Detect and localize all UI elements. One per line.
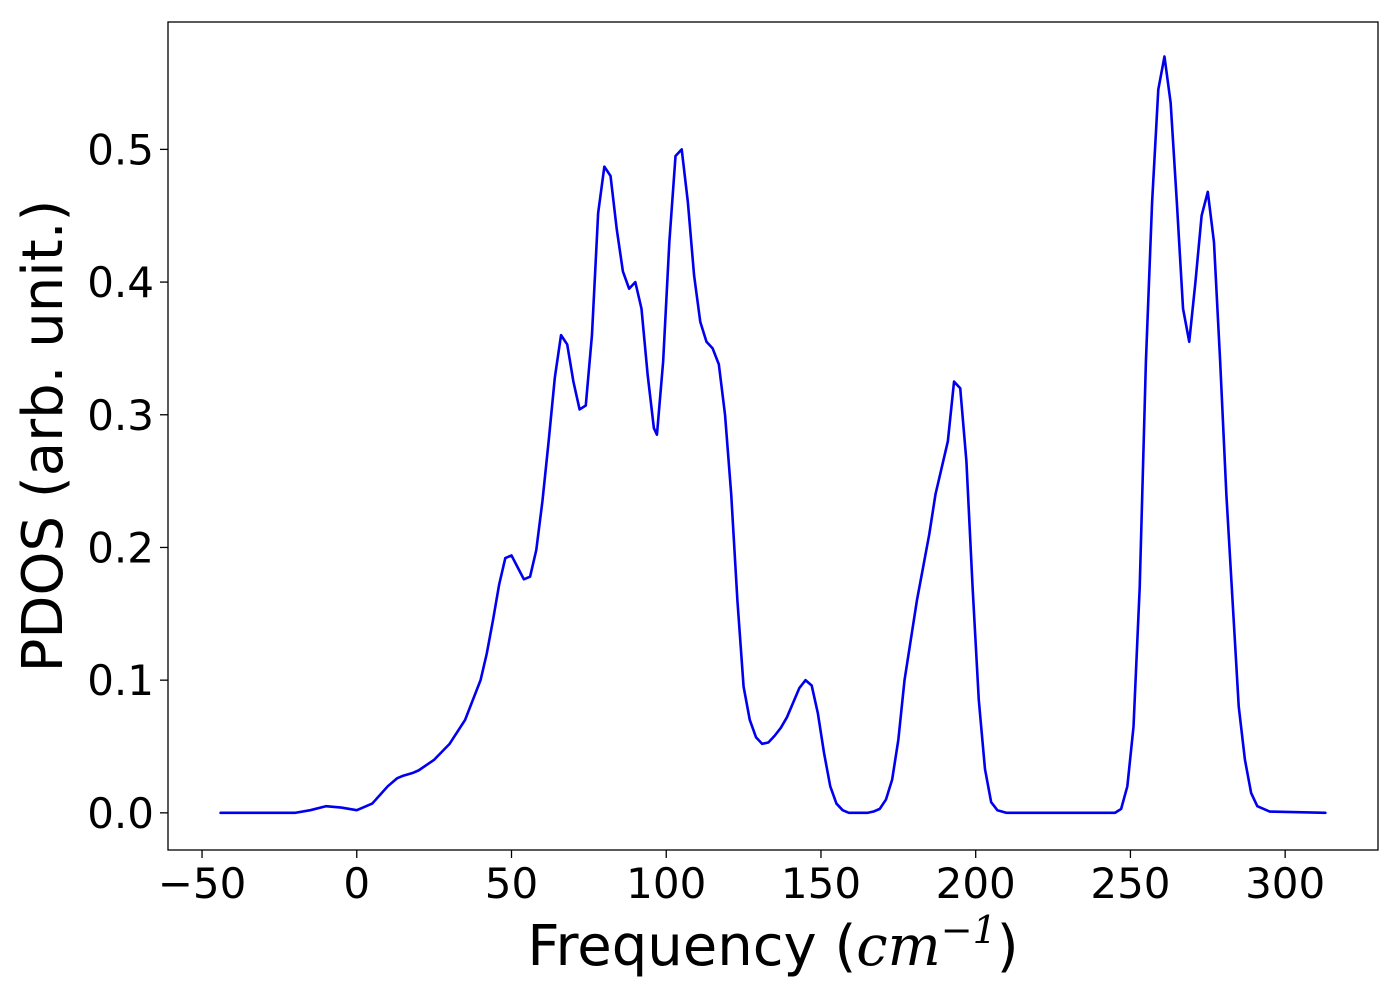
x-axis-label-suffix: ) bbox=[997, 914, 1019, 979]
y-tick-label: 0.1 bbox=[87, 656, 154, 705]
y-tick-label: 0.4 bbox=[87, 258, 154, 307]
series-line-0 bbox=[219, 55, 1327, 815]
series-layer bbox=[219, 55, 1327, 815]
y-tick-label: 0.3 bbox=[87, 391, 154, 440]
x-tick-label: 250 bbox=[1090, 859, 1170, 908]
x-tick-label: 200 bbox=[936, 859, 1016, 908]
x-tick-label: 150 bbox=[781, 859, 861, 908]
y-tick-label: 0.2 bbox=[87, 523, 154, 572]
y-tick-label: 0.5 bbox=[87, 125, 154, 174]
x-tick-label: 0 bbox=[343, 859, 370, 908]
x-tick-label: 100 bbox=[626, 859, 706, 908]
x-axis-ticks: −50 0 50 100 150 200 250 300 bbox=[158, 850, 1325, 908]
x-tick-label: 300 bbox=[1245, 859, 1325, 908]
y-tick-label: 0.0 bbox=[87, 789, 154, 838]
x-axis-label: Frequency (cm−1) bbox=[527, 908, 1018, 979]
x-axis-label-exponent: −1 bbox=[941, 908, 997, 952]
plot-area-frame bbox=[167, 21, 1379, 851]
x-tick-label: −50 bbox=[158, 859, 247, 908]
x-axis-label-unit: cm bbox=[856, 914, 940, 979]
x-tick-label: 50 bbox=[485, 859, 538, 908]
x-axis-label-prefix: Frequency ( bbox=[527, 914, 856, 979]
y-axis-ticks: 0.0 0.1 0.2 0.3 0.4 0.5 bbox=[87, 125, 168, 838]
y-axis-label: PDOS (arb. unit.) bbox=[11, 200, 76, 673]
